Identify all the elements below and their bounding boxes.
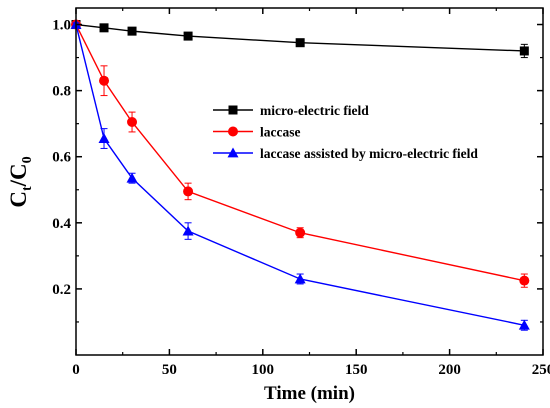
data-point (127, 117, 138, 128)
x-tick-label: 50 (162, 362, 177, 378)
legend-label: micro-electric field (260, 103, 369, 118)
y-tick-label: 0.4 (52, 216, 71, 232)
y-axis-title-main: C (6, 191, 31, 208)
legend-item-1: micro-electric field (213, 103, 369, 118)
data-point (98, 133, 110, 143)
data-point (518, 319, 530, 330)
data-point (294, 273, 306, 284)
legend-item-3: laccase assisted by micro-electric field (213, 146, 478, 161)
legend-label: laccase (260, 125, 300, 140)
y-axis-title-sep: / (6, 179, 31, 187)
x-axis-title: Time (min) (264, 383, 355, 404)
x-tick-label: 0 (72, 362, 80, 378)
legend-label: laccase assisted by micro-electric field (260, 146, 478, 161)
data-point (295, 227, 306, 238)
series-line (75, 23, 525, 52)
series-line (75, 24, 525, 282)
series-line (75, 24, 525, 326)
x-tick-label: 150 (345, 362, 368, 378)
data-point (519, 46, 529, 56)
y-tick-label: 1.0 (52, 18, 71, 34)
series-3 (70, 19, 530, 331)
data-point (183, 186, 194, 197)
svg-text:Ct/C0: Ct/C0 (6, 156, 35, 207)
plot-frame (75, 7, 544, 356)
y-tick-label: 0.2 (52, 282, 71, 298)
data-point (295, 38, 305, 48)
data-point (183, 31, 193, 41)
legend-marker (227, 147, 239, 158)
data-point (519, 275, 530, 286)
x-tick-label: 200 (438, 362, 461, 378)
y-axis-title-den-main: C (6, 163, 31, 180)
series-1 (71, 20, 529, 59)
data-point (127, 26, 137, 36)
y-tick-label: 0.8 (52, 84, 71, 100)
y-tick-label: 0.6 (52, 150, 71, 166)
legend-item-2: laccase (213, 125, 300, 140)
data-point (126, 172, 138, 183)
legend: micro-electric field laccase laccase assis… (213, 103, 478, 161)
x-tick-label: 100 (252, 362, 275, 378)
x-tick-label: 250 (532, 362, 550, 378)
data-point (99, 23, 109, 33)
legend-marker (228, 105, 238, 115)
data-point (99, 75, 110, 86)
legend-marker (228, 126, 238, 137)
data-point (182, 225, 194, 236)
y-axis-title: Ct/C0 (6, 156, 35, 207)
y-axis-title-den-sub: 0 (20, 156, 35, 163)
y-axis-title-num-sub: t (20, 186, 35, 191)
